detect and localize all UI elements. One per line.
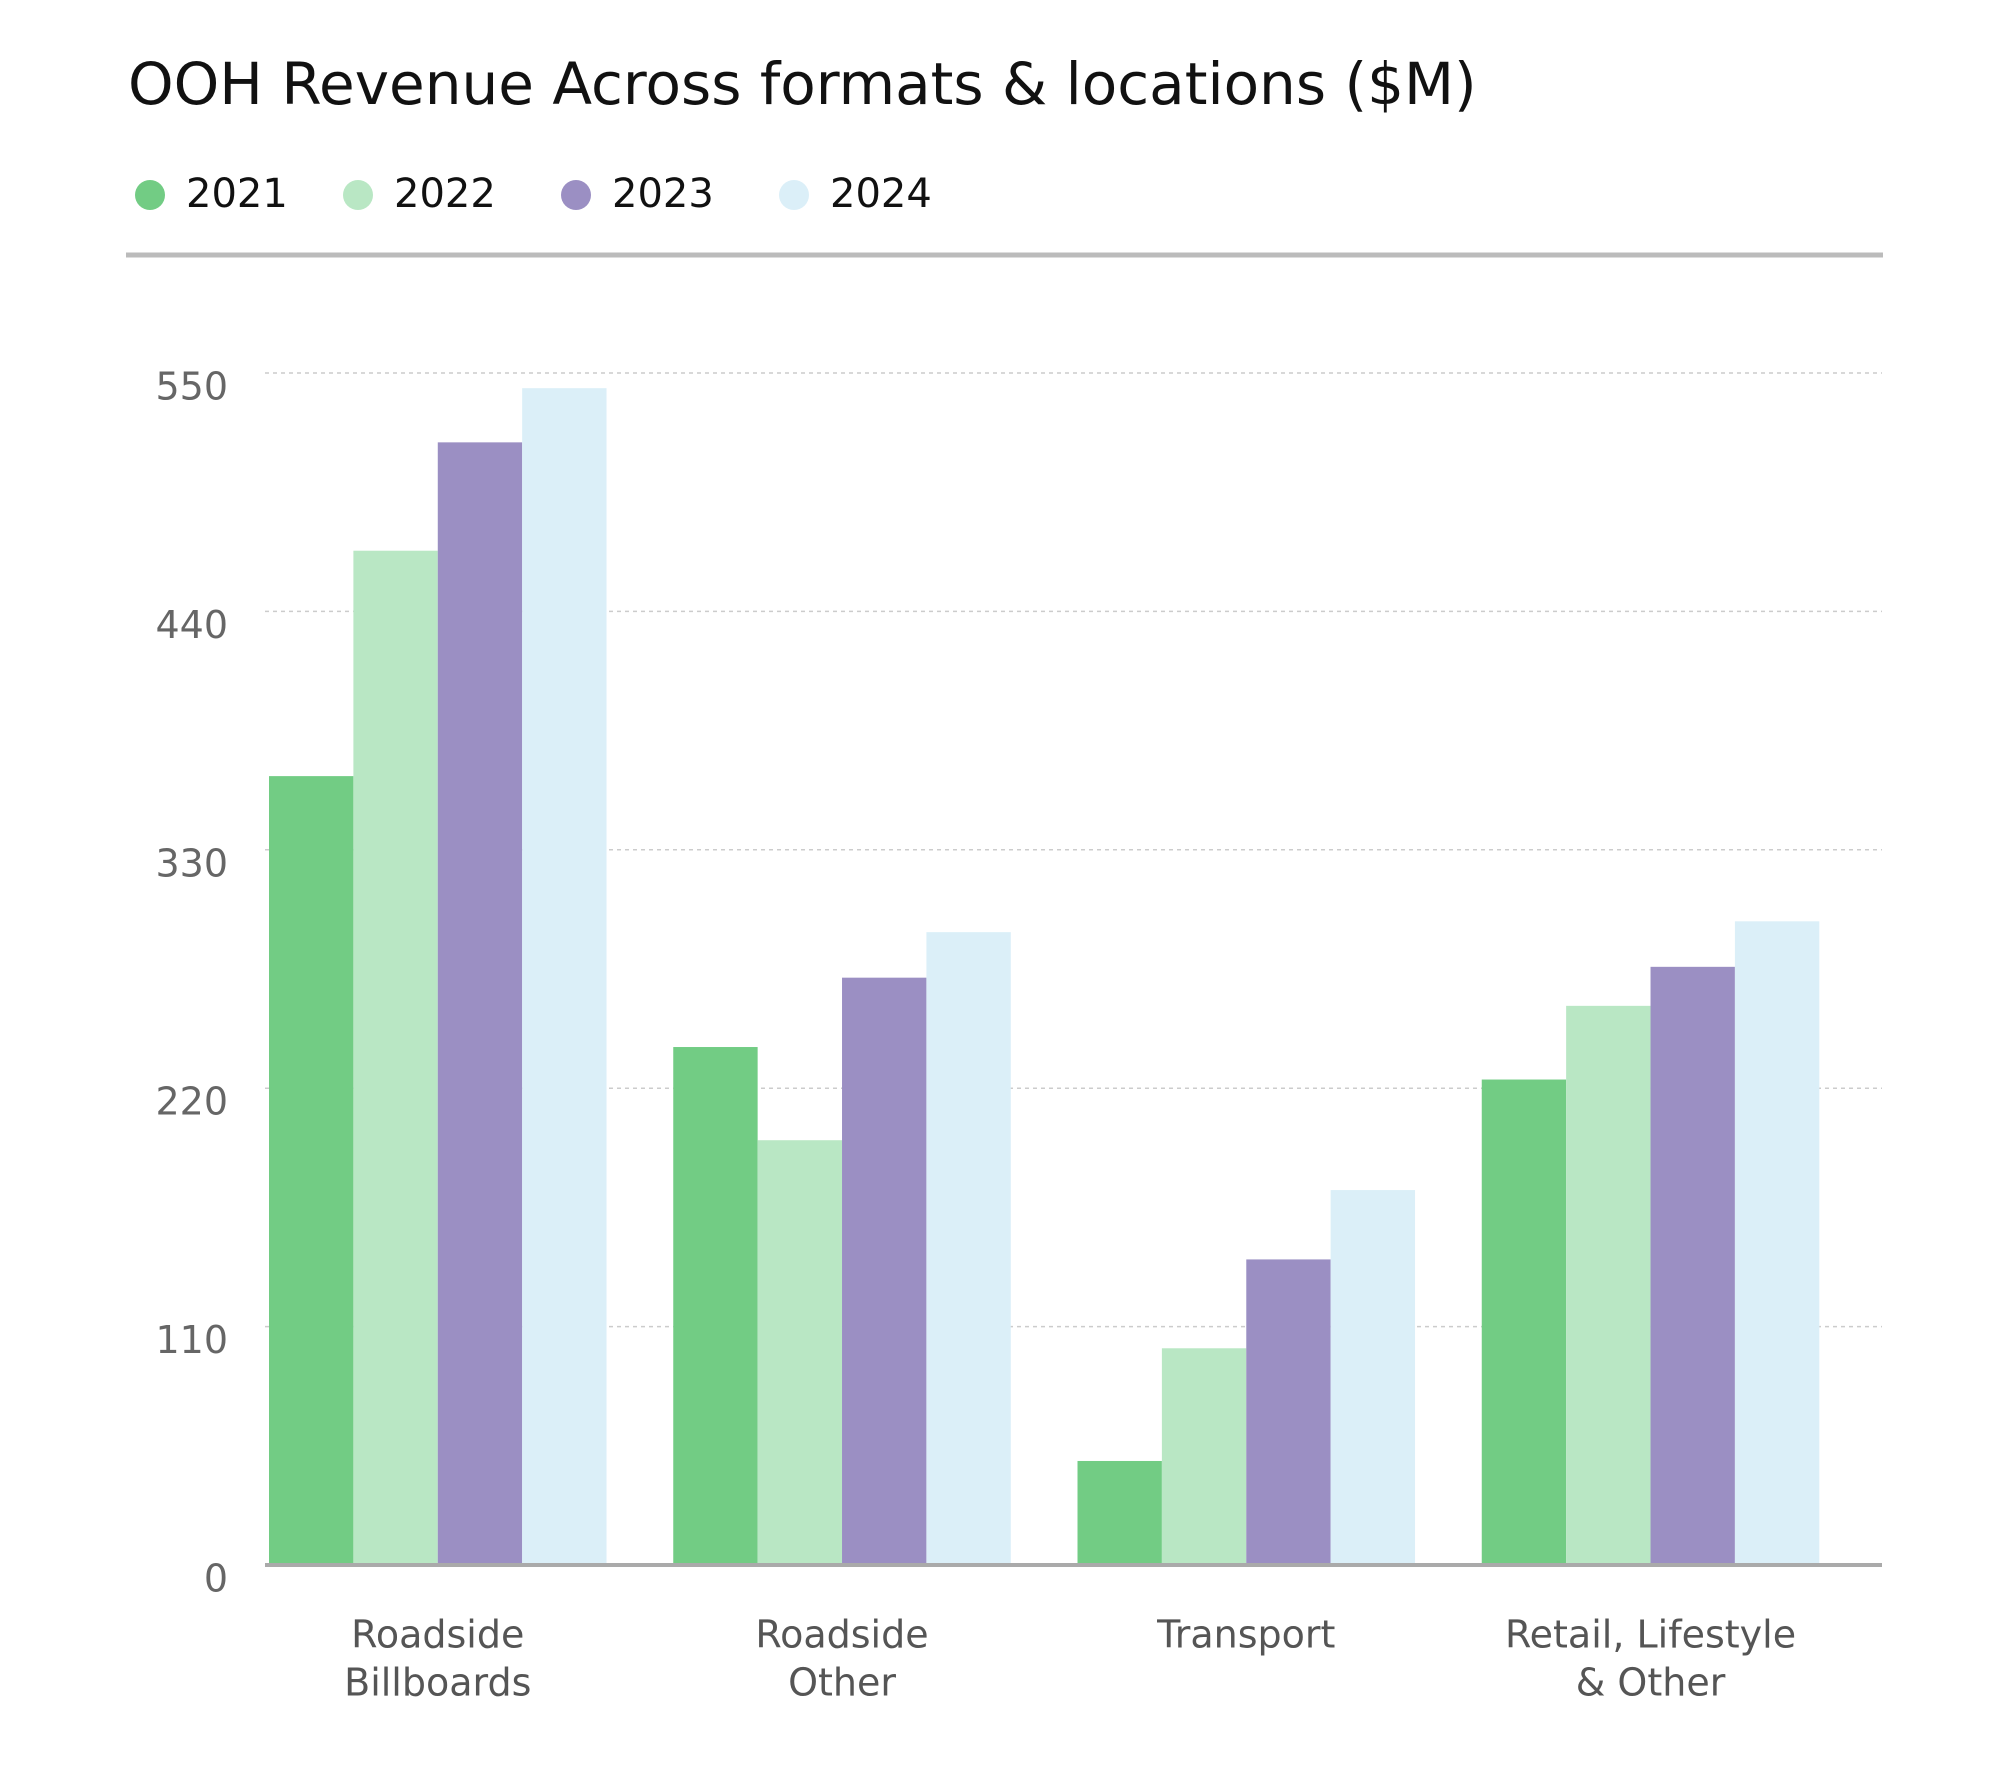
bar	[926, 932, 1011, 1565]
y-tick-label: 220	[155, 1080, 228, 1124]
x-tick-label: Billboards	[344, 1661, 531, 1705]
bar	[673, 1047, 758, 1565]
y-tick-label: 0	[204, 1557, 228, 1601]
x-tick-label: Roadside	[351, 1613, 524, 1657]
bar	[757, 1140, 843, 1565]
bar	[437, 442, 523, 1565]
legend-label: 2021	[186, 171, 288, 217]
legend-label: 2024	[830, 171, 932, 217]
legend-swatch	[779, 180, 809, 210]
bar	[1650, 966, 1735, 1565]
bar	[1246, 1259, 1331, 1565]
bar	[353, 550, 438, 1565]
chart-title: OOH Revenue Across formats & locations (…	[128, 50, 1477, 118]
legend-label: 2023	[612, 171, 714, 217]
x-tick-label: Retail, Lifestyle	[1505, 1613, 1796, 1657]
legend-swatch	[343, 180, 373, 210]
bar	[1077, 1460, 1162, 1565]
bar	[842, 977, 927, 1565]
bar	[1566, 1005, 1651, 1565]
bar	[1481, 1079, 1567, 1565]
y-tick-label: 550	[155, 365, 228, 409]
x-tick-label: Roadside	[755, 1613, 928, 1657]
legend-swatch	[135, 180, 165, 210]
bar	[522, 388, 607, 1565]
x-tick-label: & Other	[1576, 1661, 1726, 1705]
bar	[1161, 1348, 1247, 1565]
bar	[269, 776, 354, 1565]
y-tick-label: 440	[155, 603, 228, 647]
bar	[1330, 1190, 1416, 1565]
x-tick-label: Transport	[1156, 1613, 1335, 1657]
y-tick-label: 110	[155, 1318, 228, 1362]
legend-swatch	[561, 180, 591, 210]
x-tick-label: Other	[788, 1661, 896, 1705]
bar	[1734, 921, 1820, 1565]
legend-label: 2022	[394, 171, 496, 217]
y-tick-label: 330	[155, 841, 228, 885]
